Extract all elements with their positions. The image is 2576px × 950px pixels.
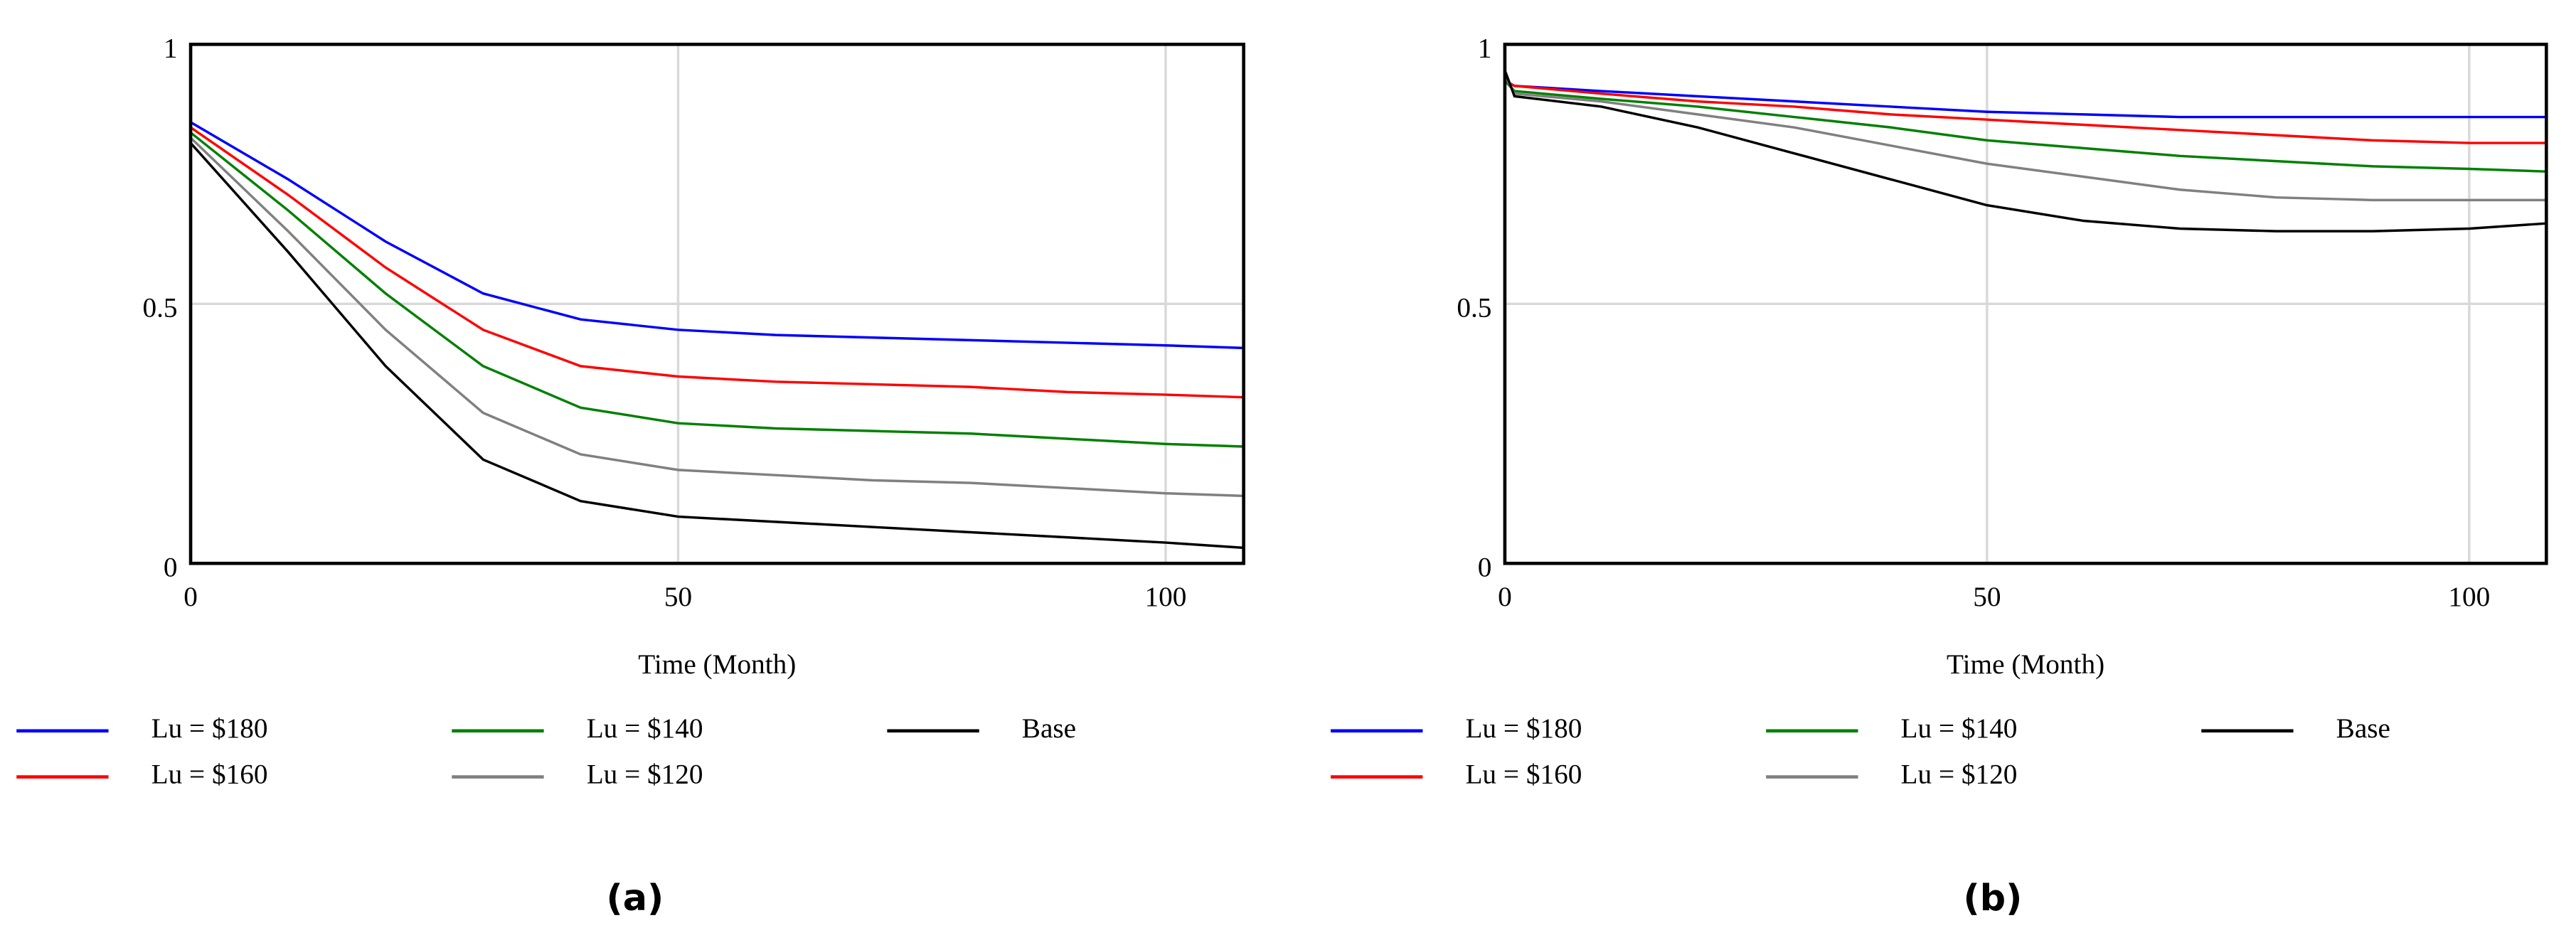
x-tick-label: 100 — [2448, 582, 2490, 612]
y-tick-label: 0 — [164, 553, 178, 583]
legend-label: Base — [2336, 713, 2390, 744]
x-axis-label: Time (Month) — [1947, 649, 2104, 680]
y-tick-label: 1 — [1478, 33, 1492, 64]
x-tick-label: 0 — [1498, 582, 1512, 612]
x-axis-label: Time (Month) — [638, 649, 796, 680]
x-tick-label: 100 — [1145, 582, 1187, 612]
legend-label: Lu = $160 — [1465, 759, 1582, 790]
legend-label: Lu = $140 — [1901, 713, 2018, 744]
legend-label: Base — [1022, 713, 1076, 744]
series-line — [1503, 75, 2547, 202]
x-tick-label: 50 — [1973, 582, 2001, 612]
series-line — [1504, 79, 2547, 119]
legend-label: Lu = $120 — [587, 759, 703, 790]
x-tick-label: 50 — [664, 582, 692, 612]
plot-frame — [1503, 43, 2548, 565]
legend-label: Lu = $160 — [151, 759, 268, 790]
x-tick-label: 0 — [183, 582, 198, 612]
legend-label: Lu = $120 — [1901, 759, 2018, 790]
plot-frame — [188, 43, 1245, 565]
caption: (a) — [606, 877, 664, 919]
series-line — [189, 142, 1244, 550]
legend-label: Lu = $180 — [1465, 713, 1582, 744]
legend-label: Lu = $180 — [151, 713, 268, 744]
series-line — [189, 137, 1244, 498]
series-line — [190, 121, 1244, 350]
series-line — [1503, 70, 2547, 233]
caption: (b) — [1964, 877, 2023, 919]
legend-label: Lu = $140 — [587, 713, 703, 744]
y-tick-label: 0.5 — [142, 293, 177, 324]
y-tick-label: 1 — [164, 33, 178, 64]
y-tick-label: 0.5 — [1457, 293, 1491, 324]
series-line — [190, 126, 1244, 399]
series-line — [189, 132, 1244, 448]
series-line — [1504, 79, 2547, 144]
series-line — [1503, 80, 2547, 173]
y-tick-label: 0 — [1478, 553, 1492, 583]
